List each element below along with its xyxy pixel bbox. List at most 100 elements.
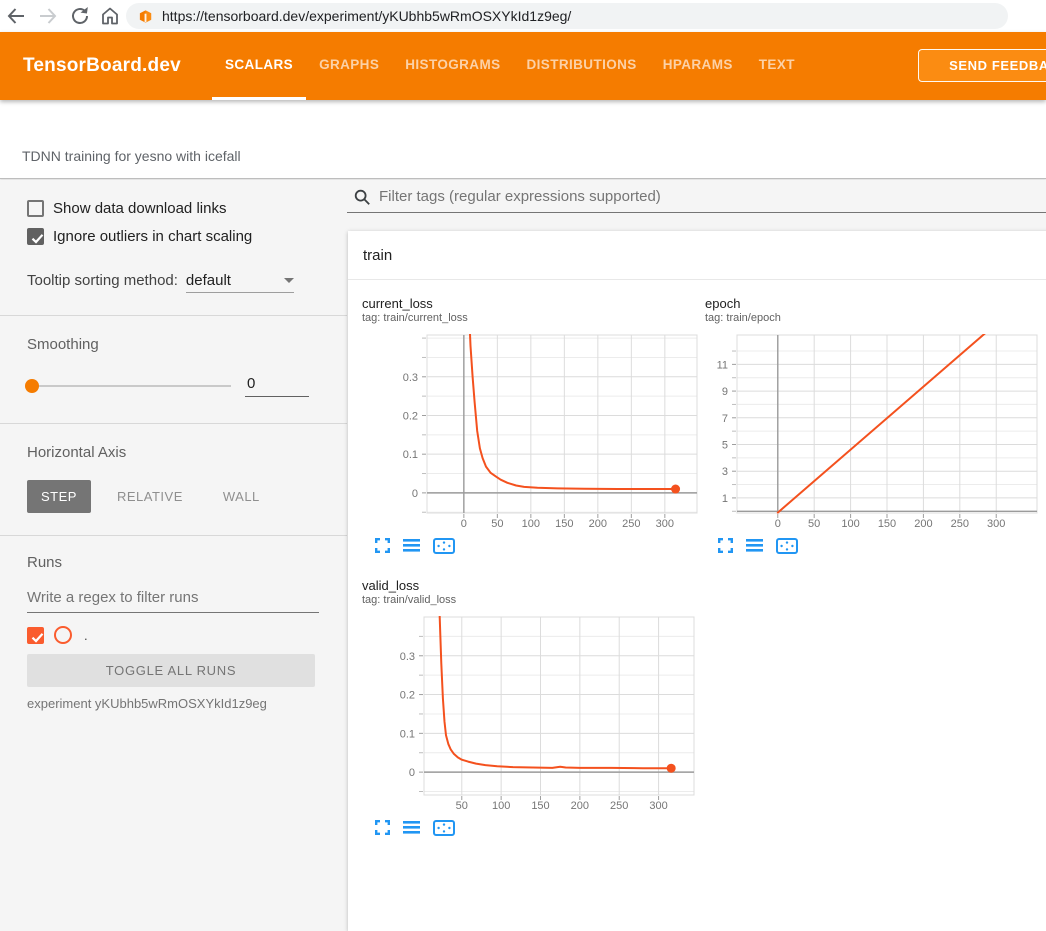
slider-thumb[interactable] (25, 379, 39, 393)
tooltip-sorting-dropdown[interactable]: default (185, 272, 294, 293)
svg-text:0.3: 0.3 (400, 651, 415, 663)
top-nav-tabs: SCALARS GRAPHS HISTOGRAMS DISTRIBUTIONS … (212, 32, 808, 100)
svg-text:0: 0 (775, 518, 781, 530)
checkbox-label: Ignore outliers in chart scaling (53, 228, 253, 245)
relative-button[interactable]: RELATIVE (116, 489, 183, 504)
tab-graphs[interactable]: GRAPHS (319, 57, 380, 72)
experiment-title: TDNN training for yesno with icefall (22, 148, 241, 164)
tooltip-sorting-row: Tooltip sorting method: default (27, 272, 319, 293)
horizontal-axis-label: Horizontal Axis (27, 444, 127, 461)
run-checkbox[interactable] (27, 626, 44, 644)
chart-title: current_loss (362, 296, 433, 311)
lines-icon[interactable] (403, 820, 420, 835)
svg-text:100: 100 (522, 518, 540, 530)
checkbox-label: Show data download links (53, 200, 227, 217)
forward-icon[interactable] (36, 4, 60, 28)
fit-domain-icon[interactable] (433, 538, 455, 554)
search-icon (354, 189, 370, 205)
tooltip-sorting-label: Tooltip sorting method: (27, 272, 178, 289)
toggle-all-runs-button[interactable]: TOGGLE ALL RUNS (27, 654, 315, 687)
chart-tile-epoch: epoch tag: train/epoch 1 3 5 7 9 11 0 50 100 150 2… (705, 296, 1041, 562)
svg-text:300: 300 (987, 518, 1005, 530)
tab-text[interactable]: TEXT (758, 57, 795, 72)
expand-icon[interactable] (375, 820, 390, 835)
show-download-links-checkbox[interactable] (27, 200, 44, 217)
home-icon[interactable] (98, 4, 122, 28)
svg-text:50: 50 (456, 800, 468, 812)
chart-tag: tag: train/epoch (705, 312, 781, 324)
runs-section: Runs . TOGGLE ALL RUNS experiment yKUbhb… (0, 536, 347, 733)
tag-filter-input[interactable] (377, 187, 1001, 206)
svg-text:150: 150 (878, 518, 896, 530)
svg-text:7: 7 (722, 413, 728, 425)
charts-grid: current_loss tag: train/current_loss 0 0.… (348, 280, 1046, 860)
run-color-circle-icon[interactable] (54, 626, 72, 644)
tensorboard-logo[interactable]: TensorBoard.dev (23, 55, 181, 76)
main-content: train current_loss tag: train/current_lo… (347, 180, 1046, 931)
epoch-chart[interactable]: 1 3 5 7 9 11 0 50 100 150 200 250 300 (705, 334, 1041, 530)
step-button[interactable]: STEP (27, 480, 91, 513)
dropdown-value: default (185, 272, 231, 289)
tensorboard-favicon (139, 9, 152, 23)
url-text: https://tensorboard.dev/experiment/yKUbh… (162, 8, 572, 24)
reload-icon[interactable] (68, 4, 92, 28)
svg-text:50: 50 (808, 518, 820, 530)
address-bar[interactable]: https://tensorboard.dev/experiment/yKUbh… (126, 3, 1008, 29)
tab-hparams[interactable]: HPARAMS (662, 57, 733, 72)
lines-icon[interactable] (746, 538, 763, 553)
run-name: . (84, 627, 88, 643)
svg-text:0: 0 (412, 488, 418, 500)
svg-text:3: 3 (722, 466, 728, 478)
svg-text:0.1: 0.1 (400, 728, 415, 740)
chart-actions (705, 538, 1041, 562)
svg-text:250: 250 (610, 800, 628, 812)
tab-scalars[interactable]: SCALARS (212, 32, 307, 100)
svg-text:250: 250 (951, 518, 969, 530)
svg-text:0: 0 (409, 767, 415, 779)
svg-text:0.2: 0.2 (403, 410, 418, 422)
current-loss-chart[interactable]: 0 0.1 0.2 0.3 0 50 100 150 200 250 300 (362, 334, 698, 530)
chart-tag: tag: train/valid_loss (362, 594, 457, 606)
svg-text:300: 300 (649, 800, 667, 812)
lines-icon[interactable] (403, 538, 420, 553)
train-section-card: train current_loss tag: train/current_lo… (348, 231, 1046, 931)
settings-sidebar: Show data download links Ignore outliers… (0, 180, 347, 825)
smoothing-value-input[interactable]: 0 (245, 375, 309, 397)
experiment-id: experiment yKUbhb5wRmOSXYkId1z9eg (27, 696, 267, 711)
smoothing-label: Smoothing (27, 336, 99, 353)
svg-text:150: 150 (531, 800, 549, 812)
browser-chrome: https://tensorboard.dev/experiment/yKUbh… (0, 0, 1046, 32)
svg-text:0.3: 0.3 (403, 372, 418, 384)
svg-text:150: 150 (555, 518, 573, 530)
svg-text:300: 300 (656, 518, 674, 530)
general-settings-section: Show data download links Ignore outliers… (0, 180, 347, 316)
ignore-outliers-checkbox[interactable] (27, 228, 44, 245)
wall-button[interactable]: WALL (222, 489, 260, 504)
svg-text:100: 100 (492, 800, 510, 812)
chart-actions (362, 538, 698, 562)
tab-distributions[interactable]: DISTRIBUTIONS (526, 57, 637, 72)
section-header-train[interactable]: train (348, 231, 1046, 280)
experiment-title-strip: TDNN training for yesno with icefall (0, 100, 1046, 179)
send-feedback-button[interactable]: SEND FEEDBACK (918, 49, 1046, 82)
smoothing-slider-row: 0 (25, 375, 319, 397)
chevron-down-icon (283, 278, 294, 283)
valid-loss-chart[interactable]: 0 0.1 0.2 0.3 50 100 150 200 250 300 (362, 616, 698, 812)
horizontal-axis-buttons: STEP RELATIVE WALL (27, 480, 319, 513)
expand-icon[interactable] (718, 538, 733, 553)
runs-filter-input[interactable] (27, 585, 319, 613)
run-row: . (27, 626, 319, 644)
smoothing-slider[interactable] (25, 379, 231, 393)
back-icon[interactable] (4, 4, 28, 28)
fit-domain-icon[interactable] (776, 538, 798, 554)
svg-text:0.1: 0.1 (403, 449, 418, 461)
svg-text:200: 200 (589, 518, 607, 530)
svg-text:1: 1 (722, 493, 728, 505)
chart-tag: tag: train/current_loss (362, 312, 468, 324)
fit-domain-icon[interactable] (433, 820, 455, 836)
svg-text:50: 50 (491, 518, 503, 530)
svg-text:200: 200 (571, 800, 589, 812)
expand-icon[interactable] (375, 538, 390, 553)
tab-histograms[interactable]: HISTOGRAMS (405, 57, 501, 72)
chart-tile-current-loss: current_loss tag: train/current_loss 0 0.… (362, 296, 698, 562)
